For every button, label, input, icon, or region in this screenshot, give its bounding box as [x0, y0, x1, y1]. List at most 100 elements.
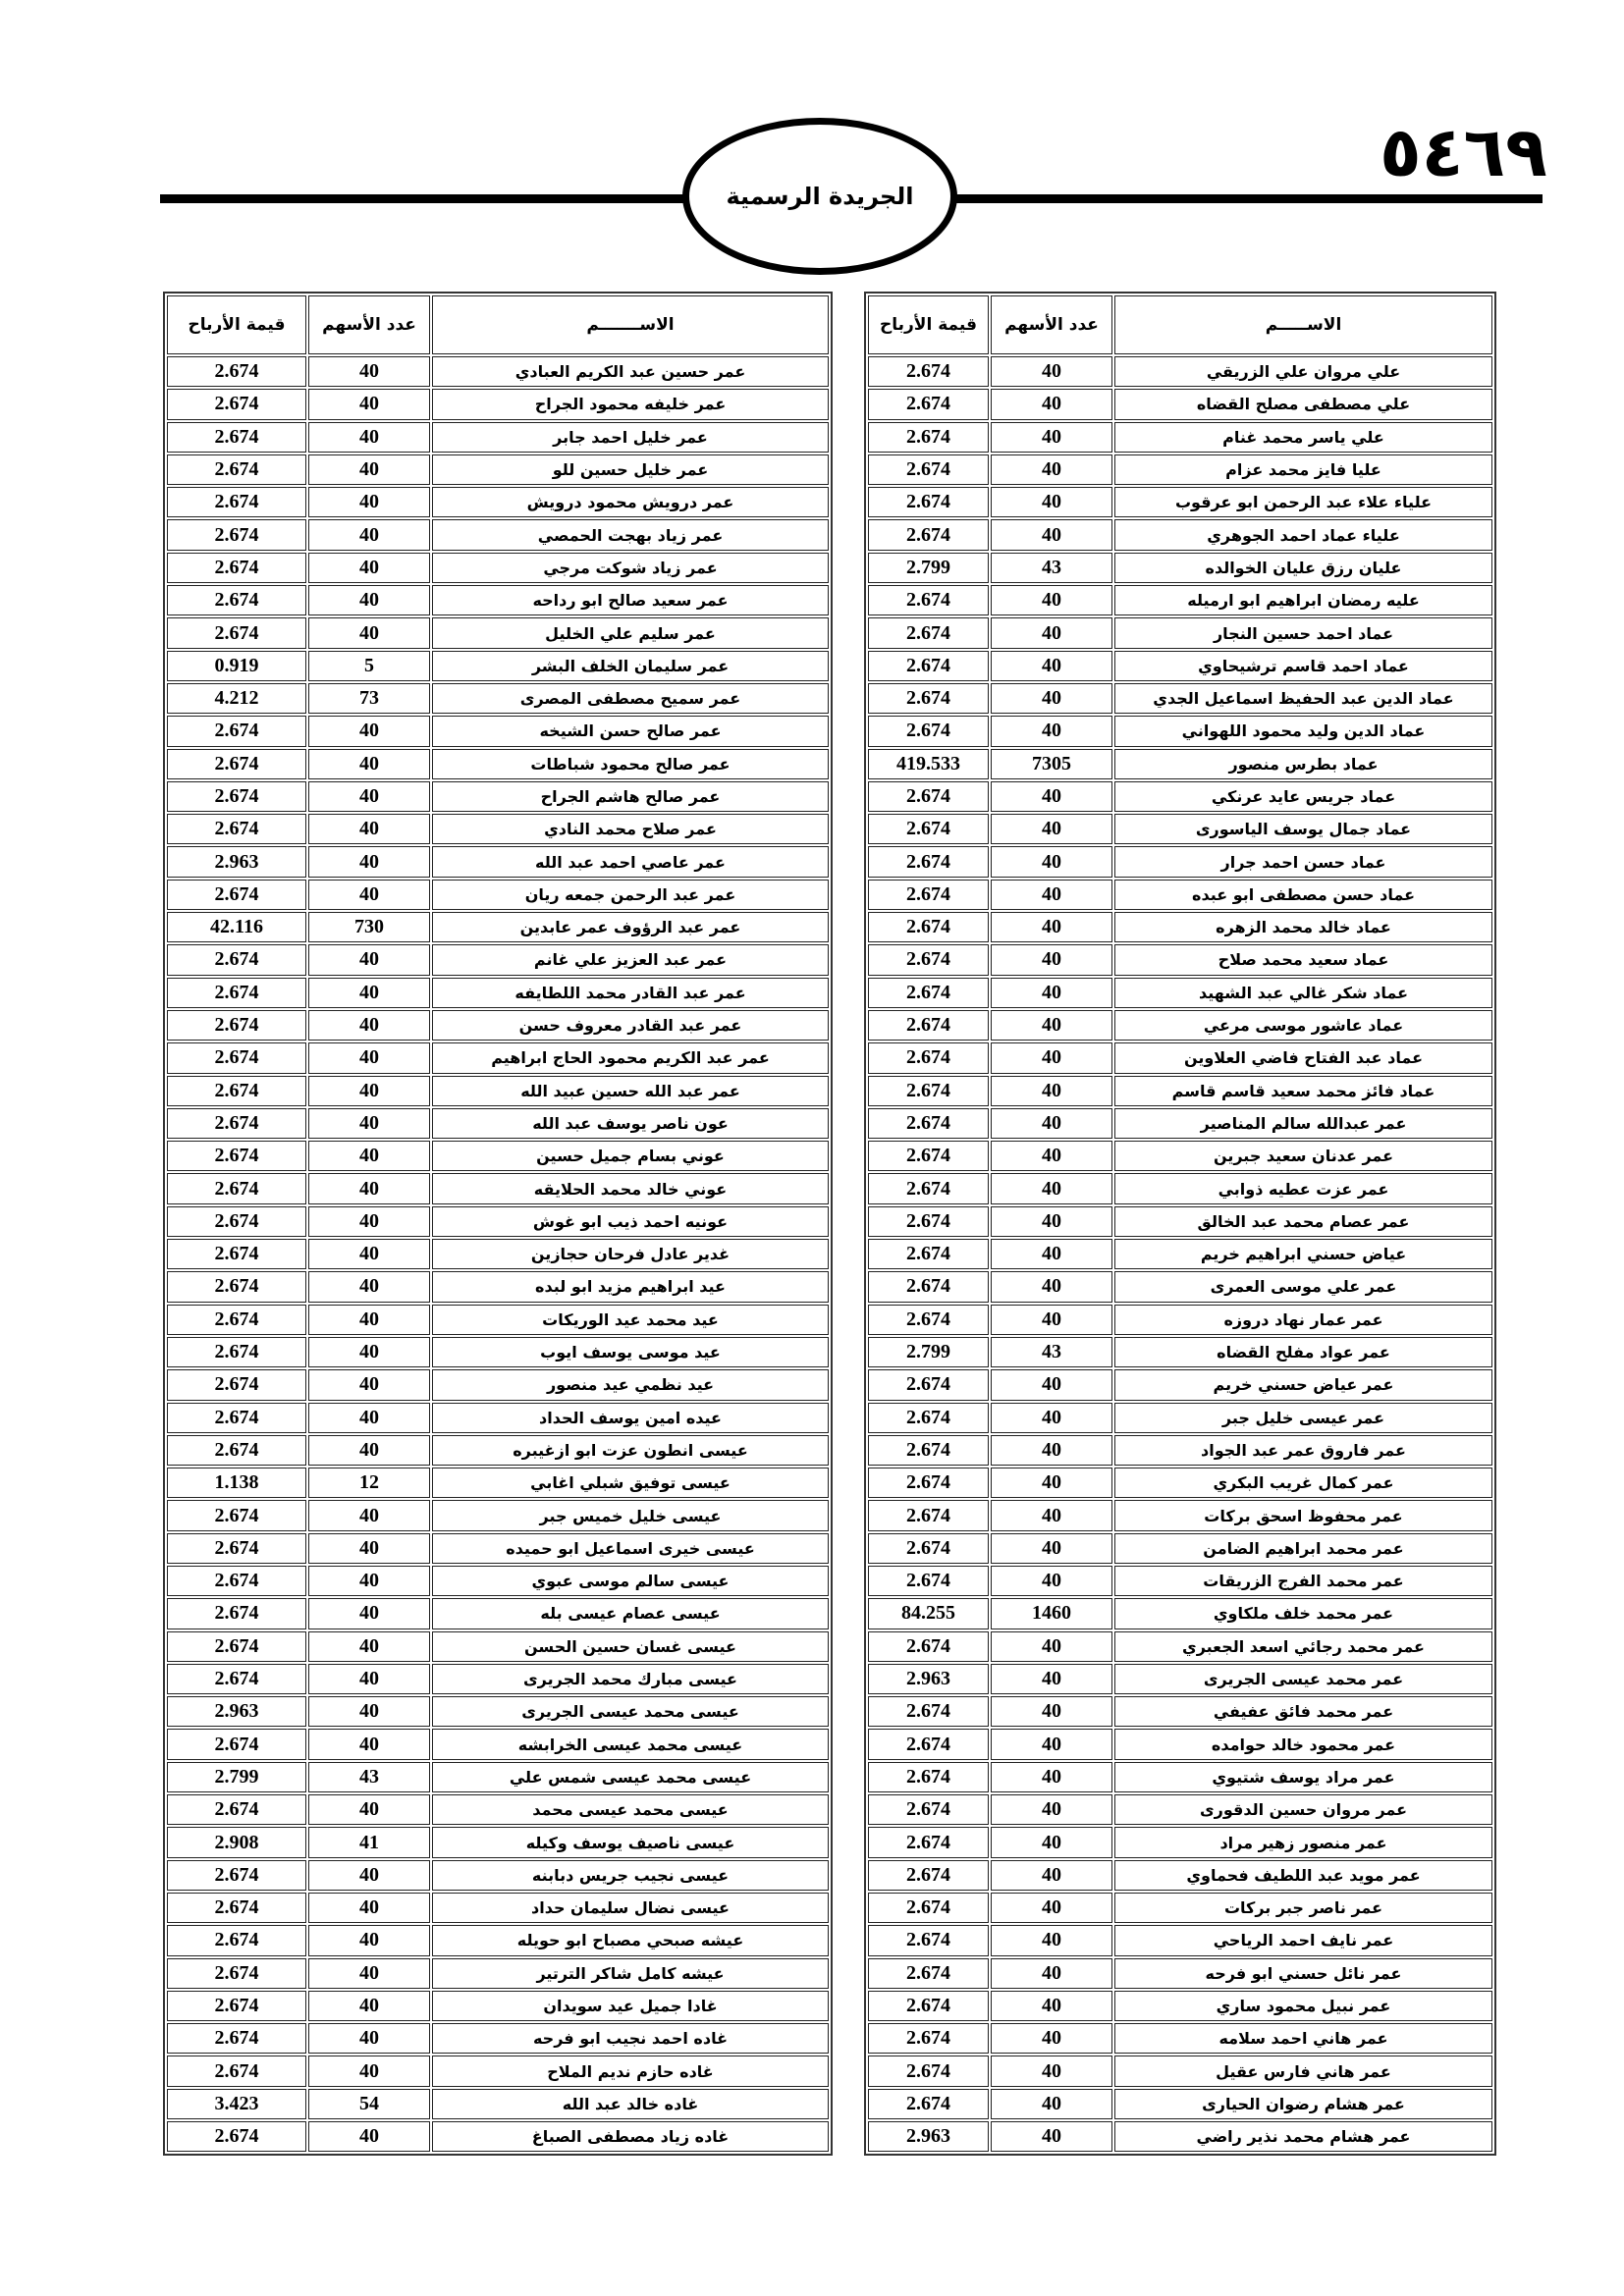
share-count: 40	[991, 1957, 1112, 1989]
share-count: 40	[308, 977, 430, 1008]
profit-value: 2.674	[868, 912, 989, 943]
profit-value: 2.674	[167, 421, 306, 453]
table-row: عماد جريس عايد عرنكي 40 2.674	[868, 780, 1492, 813]
share-count: 40	[991, 944, 1112, 976]
shareholder-name: عمر عبد القادر معروف حسن	[432, 1009, 829, 1041]
share-count: 40	[991, 1892, 1112, 1924]
profit-value: 2.674	[167, 944, 306, 976]
shareholder-name: عماد حسن مصطفى ابو عبده	[1114, 879, 1492, 911]
share-count: 40	[308, 1598, 430, 1629]
shareholder-name: عمر عمار نهاد دروزه	[1114, 1304, 1492, 1335]
column-header-profit: قيمة الأرباح	[167, 295, 306, 354]
table-row: عيسى محمد عيسى محمد 40 2.674	[167, 1794, 829, 1826]
profit-value: 2.674	[868, 454, 989, 486]
table-row: علي مروان علي الزريقي 40 2.674	[868, 356, 1492, 388]
share-count: 40	[308, 519, 430, 551]
table-row: عمر عدنان سعيد جبرين 40 2.674	[868, 1141, 1492, 1172]
share-count: 7305	[991, 748, 1112, 779]
table-row: عمر مروان حسين الدقورى 40 2.674	[868, 1794, 1492, 1826]
table-row: عوني بسام جميل حسين 40 2.674	[167, 1141, 829, 1172]
share-count: 40	[991, 1042, 1112, 1074]
table-row: غاده حازم نديم الملاح 40 2.674	[167, 2056, 829, 2087]
shareholder-name: عمر خليل احمد جابر	[432, 421, 829, 453]
profit-value: 2.674	[167, 716, 306, 747]
shareholder-name: عمر سميح مصطفى المصرى	[432, 682, 829, 715]
profit-value: 2.674	[167, 454, 306, 486]
shareholder-name: عمر محمود خالد حوامده	[1114, 1729, 1492, 1760]
share-count: 40	[308, 617, 430, 649]
table-row: عيده امين يوسف الحداد 40 2.674	[167, 1402, 829, 1433]
profit-value: 0.919	[167, 650, 306, 681]
share-count: 40	[308, 1957, 430, 1989]
shareholder-name: عياض حسني ابراهيم خريم	[1114, 1239, 1492, 1270]
profit-value: 2.674	[868, 1990, 989, 2022]
shareholder-name: عمر سعيد صالح ابو رداحه	[432, 585, 829, 616]
table-row: غادا جميل عيد سويدان 40 2.674	[167, 1990, 829, 2022]
table-row: عمر خليل احمد جابر 40 2.674	[167, 421, 829, 453]
profit-value: 2.674	[167, 1500, 306, 1531]
profit-value: 2.674	[868, 389, 989, 420]
share-count: 40	[308, 1990, 430, 2022]
shareholder-name: عماد جريس عايد عرنكي	[1114, 780, 1492, 813]
shareholder-name: غاده احمد نجيب ابو فرحه	[432, 2023, 829, 2055]
shareholders-table-right: الاســـــم عدد الأسهم قيمة الأرباح علي م…	[864, 292, 1496, 2157]
share-count: 40	[308, 1696, 430, 1728]
profit-value: 2.674	[868, 1696, 989, 1728]
table-row: عمر منصور زهير مراد 40 2.674	[868, 1827, 1492, 1858]
profit-value: 2.674	[868, 1827, 989, 1858]
shareholder-name: عمر عبدالله سالم المناصير	[1114, 1107, 1492, 1140]
table-row: عماد حسن مصطفى ابو عبده 40 2.674	[868, 879, 1492, 911]
profit-value: 2.674	[167, 1892, 306, 1924]
share-count: 40	[991, 1696, 1112, 1728]
table-row: عيشه كامل شاكر الترتير 40 2.674	[167, 1957, 829, 1989]
table-row: عيسى سالم موسى عبوي 40 2.674	[167, 1565, 829, 1597]
profit-value: 2.674	[167, 1957, 306, 1989]
table-row: غاده خالد عبد الله 54 3.423	[167, 2088, 829, 2120]
shareholder-name: عيسى مبارك محمد الجريرى	[432, 1663, 829, 1695]
shareholder-name: عمر زياد شوكت مرجي	[432, 552, 829, 584]
share-count: 40	[308, 1205, 430, 1238]
share-count: 40	[308, 1304, 430, 1335]
shareholder-name: عونيه احمد ذيب ابو غوش	[432, 1205, 829, 1238]
profit-value: 2.799	[868, 552, 989, 584]
table-row: عماد جمال يوسف الياسورى 40 2.674	[868, 814, 1492, 845]
shareholder-name: عيده امين يوسف الحداد	[432, 1402, 829, 1433]
table-row: عمر عياض حسني خريم 40 2.674	[868, 1369, 1492, 1401]
profit-value: 2.674	[868, 1239, 989, 1270]
profit-value: 2.674	[167, 1794, 306, 1826]
profit-value: 2.674	[868, 1075, 989, 1106]
table-row: عمر ناصر جبر بركات 40 2.674	[868, 1892, 1492, 1924]
share-count: 12	[308, 1468, 430, 1499]
share-count: 40	[308, 814, 430, 845]
share-count: 40	[308, 487, 430, 518]
table-row: عمر عواد مفلح القضاه 43 2.799	[868, 1336, 1492, 1368]
profit-value: 2.674	[868, 1173, 989, 1204]
table-row: عمر هاني فارس عقيل 40 2.674	[868, 2056, 1492, 2087]
share-count: 40	[308, 1369, 430, 1401]
share-count: 73	[308, 682, 430, 715]
profit-value: 2.674	[868, 650, 989, 681]
shareholder-name: عمر عزت عطيه ذوابي	[1114, 1173, 1492, 1204]
share-count: 40	[308, 552, 430, 584]
shareholder-name: عيسى خليل خميس جبر	[432, 1500, 829, 1531]
profit-value: 2.674	[868, 944, 989, 976]
profit-value: 2.674	[167, 1271, 306, 1303]
share-count: 40	[991, 617, 1112, 649]
shareholder-name: عماد عبد الفتاح فاضي العلاوين	[1114, 1042, 1492, 1074]
table-row: عمر زياد شوكت مرجي 40 2.674	[167, 552, 829, 584]
share-count: 5	[308, 650, 430, 681]
shareholder-name: عمر درويش محمود درويش	[432, 487, 829, 518]
shareholder-name: عيسى نضال سليمان حداد	[432, 1892, 829, 1924]
share-count: 40	[308, 716, 430, 747]
shareholder-name: غاده زياد مصطفى الصباغ	[432, 2121, 829, 2153]
share-count: 40	[308, 1141, 430, 1172]
shareholder-name: عمر صلاح محمد النادي	[432, 814, 829, 845]
column-header-name: الاســـــم	[1114, 295, 1492, 354]
share-count: 40	[308, 1532, 430, 1564]
shareholder-name: غاده خالد عبد الله	[432, 2088, 829, 2120]
shareholder-name: عوني خالد محمد الحلايقه	[432, 1173, 829, 1204]
profit-value: 2.674	[167, 2121, 306, 2153]
table-row: عمر محمود خالد حوامده 40 2.674	[868, 1729, 1492, 1760]
table-row: عمر محمد ابراهيم الضامن 40 2.674	[868, 1532, 1492, 1564]
profit-value: 2.674	[868, 1042, 989, 1074]
